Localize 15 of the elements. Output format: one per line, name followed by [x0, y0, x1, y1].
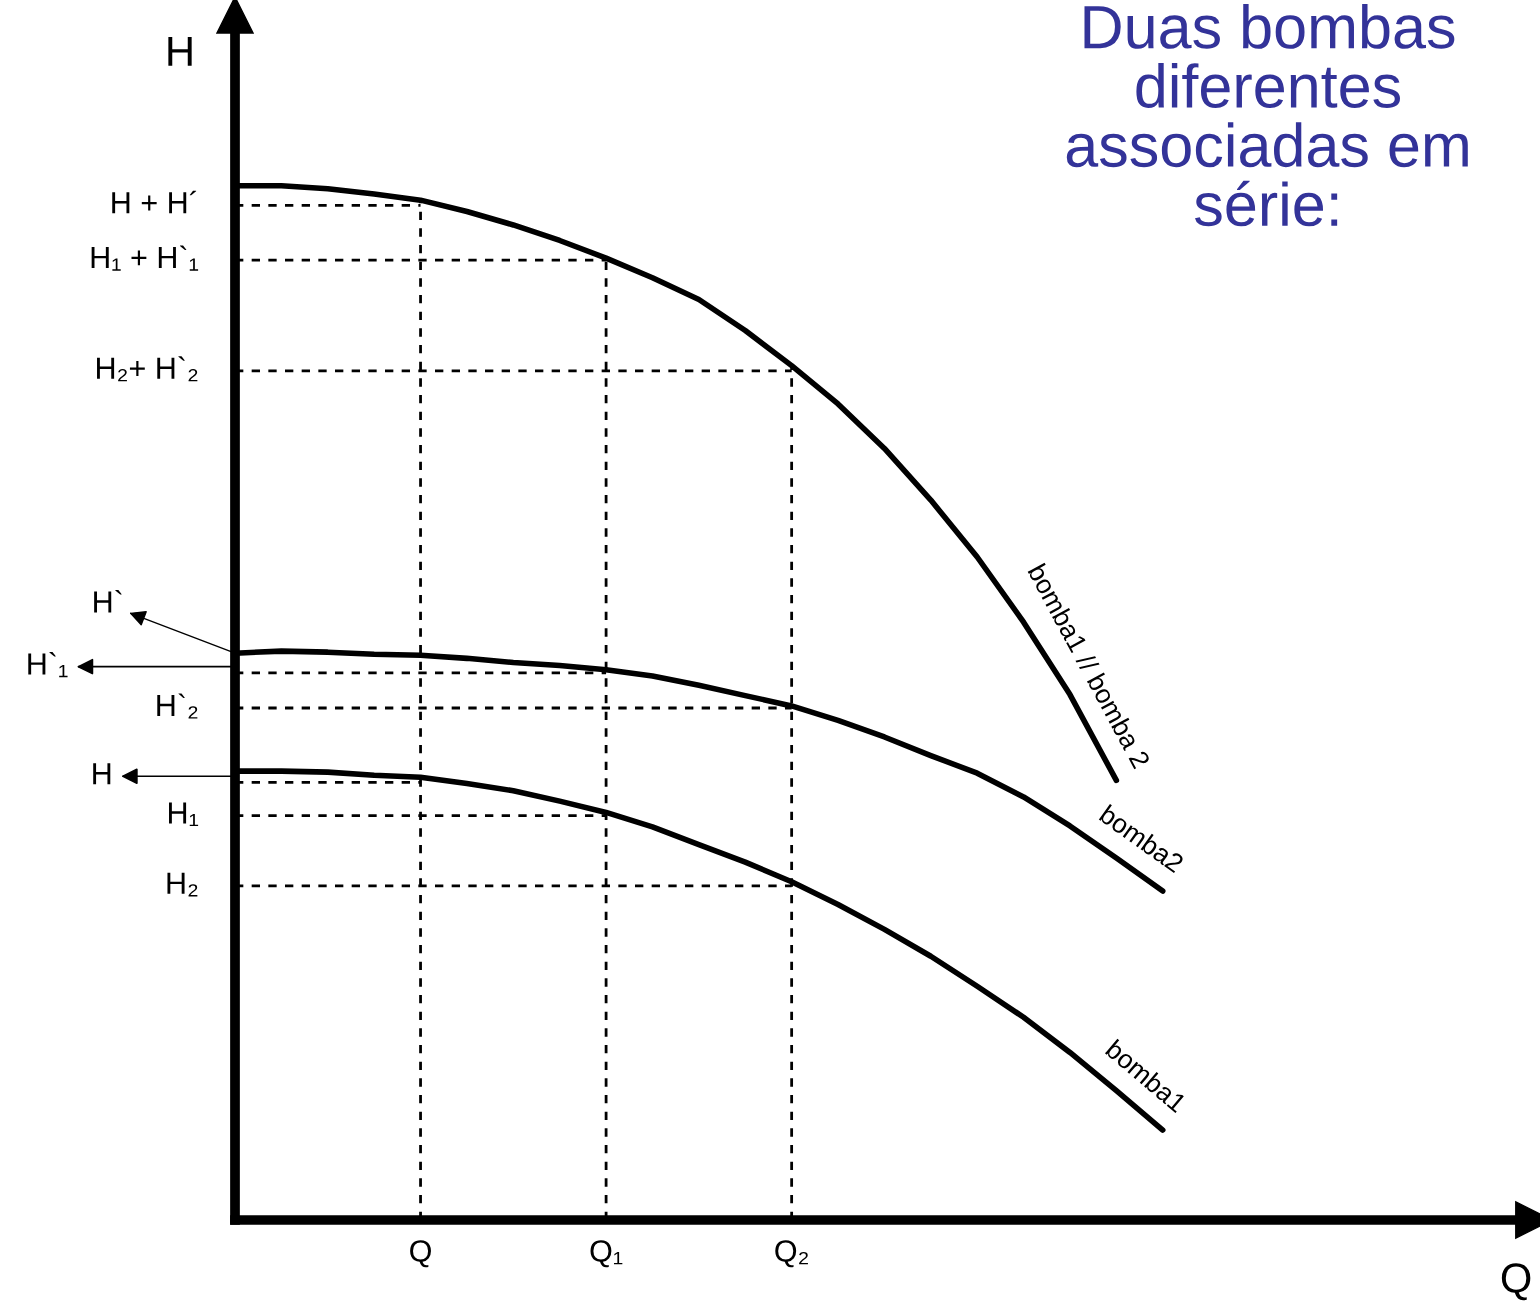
ref-line-label: H₂+ H`₂	[97, 356, 198, 382]
ref-line-label: H`₂	[157, 693, 198, 719]
text: H`	[94, 589, 122, 613]
x-tick-label: Q₁	[590, 1240, 623, 1268]
y-axis-title: H	[168, 37, 192, 66]
x-tick-label: Q₂	[775, 1240, 808, 1268]
ref-line-label: H	[93, 763, 111, 785]
ref-line-label: H₁	[169, 802, 199, 827]
ref-line-label: H`₁	[28, 652, 68, 678]
ref-line-label: H₁ + H`₁	[91, 245, 199, 271]
ref-line-label: H₂	[167, 872, 198, 897]
x-tick-label: Q	[410, 1240, 431, 1268]
ref-line-label: H + H´	[112, 190, 197, 214]
chart-title: Duas bombas diferentes associadas em série:	[1066, 3, 1468, 227]
x-axis-title: Q	[1501, 1263, 1531, 1301]
